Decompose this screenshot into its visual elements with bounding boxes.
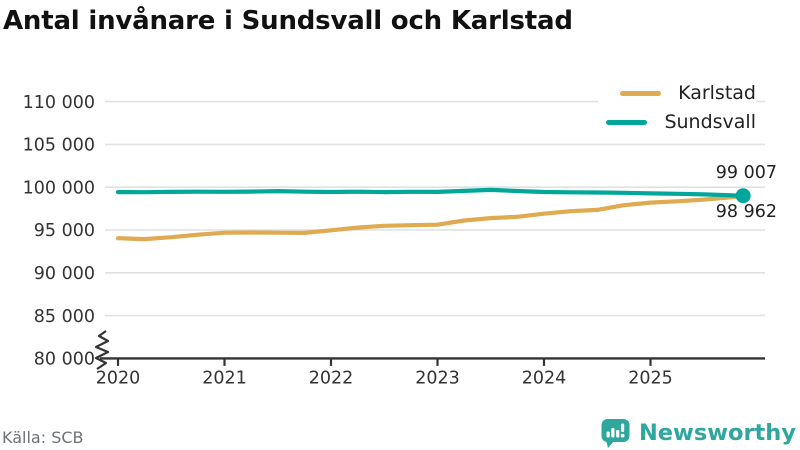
x-axis-tick-label: 2025	[628, 368, 673, 388]
sundsvall-line-swatch	[606, 119, 648, 125]
newsworthy-badge-icon	[601, 419, 630, 448]
legend-label: Sundsvall	[664, 111, 756, 133]
source-credit: Källa: SCB	[2, 428, 84, 447]
x-axis-tick-label: 2023	[415, 368, 460, 388]
y-axis-tick-label: 90 000	[34, 264, 95, 284]
y-axis-tick-label: 100 000	[23, 178, 95, 198]
series-line-sundsvall	[115, 187, 746, 198]
karlstad-end-value-label: 98 962	[715, 202, 777, 222]
x-axis-tick-label: 2021	[202, 368, 247, 388]
legend-label: Karlstad	[678, 82, 756, 104]
series-end-dot-sundsvall	[735, 188, 751, 204]
legend-item-sundsvall: Sundsvall	[606, 111, 756, 133]
series-line-karlstad	[115, 194, 746, 242]
y-axis-tick-label: 110 000	[23, 93, 95, 113]
sundsvall-end-value-label: 99 007	[715, 163, 777, 183]
chart-legend: Karlstad Sundsvall	[598, 80, 756, 142]
y-axis-tick-label: 105 000	[23, 136, 95, 156]
karlstad-line-swatch	[620, 90, 662, 96]
x-axis-tick-label: 2020	[96, 368, 141, 388]
newsworthy-wordmark: Newsworthy	[638, 420, 796, 446]
page-title: Antal invånare i Sundsvall och Karlstad	[3, 6, 573, 36]
axis-break-icon	[94, 330, 110, 370]
x-axis-tick-label: 2024	[522, 368, 567, 388]
newsworthy-logo: Newsworthy	[600, 418, 796, 448]
x-axis-tick-label: 2022	[309, 368, 354, 388]
y-axis-tick-label: 95 000	[34, 221, 95, 241]
y-axis-tick-label: 85 000	[34, 307, 95, 327]
y-axis-tick-label: 80 000	[34, 350, 95, 370]
legend-item-karlstad: Karlstad	[606, 82, 756, 104]
